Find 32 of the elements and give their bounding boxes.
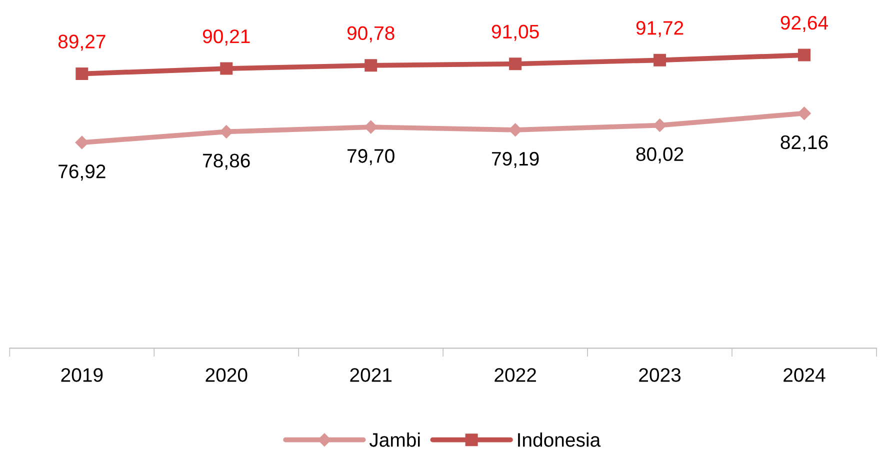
x-tick-label: 2023: [639, 368, 681, 382]
data-label: 92,64: [780, 16, 828, 32]
x-tick-label: 2024: [784, 368, 826, 382]
data-label: 79,19: [492, 152, 539, 168]
data-label: 90,78: [347, 26, 394, 42]
data-label: 79,70: [348, 149, 394, 166]
point: [654, 54, 666, 66]
legend-label: Jambi: [369, 432, 420, 447]
point: [364, 120, 378, 134]
data-label: 82,16: [780, 135, 828, 152]
data-label: 78,86: [203, 154, 250, 170]
legend-label: Indonesia: [518, 432, 601, 447]
data-label: 80,02: [636, 147, 684, 164]
data-label: 76,92: [58, 164, 106, 181]
point: [798, 48, 810, 62]
data-label: 91,05: [492, 24, 539, 41]
point: [653, 118, 666, 132]
point: [75, 136, 88, 150]
point: [508, 123, 522, 136]
x-tick-label: 2021: [350, 368, 392, 382]
point: [76, 68, 88, 80]
point: [220, 125, 233, 138]
x-tick-label: 2020: [206, 368, 248, 382]
data-label: 91,72: [636, 21, 684, 38]
point: [364, 59, 378, 72]
point: [220, 62, 233, 75]
x-tick-label: 2022: [494, 368, 536, 382]
point: [798, 106, 811, 120]
x-tick-label: 2019: [61, 368, 103, 382]
data-label: 89,27: [58, 34, 106, 51]
point: [509, 58, 522, 70]
data-label: 90,21: [202, 29, 250, 46]
